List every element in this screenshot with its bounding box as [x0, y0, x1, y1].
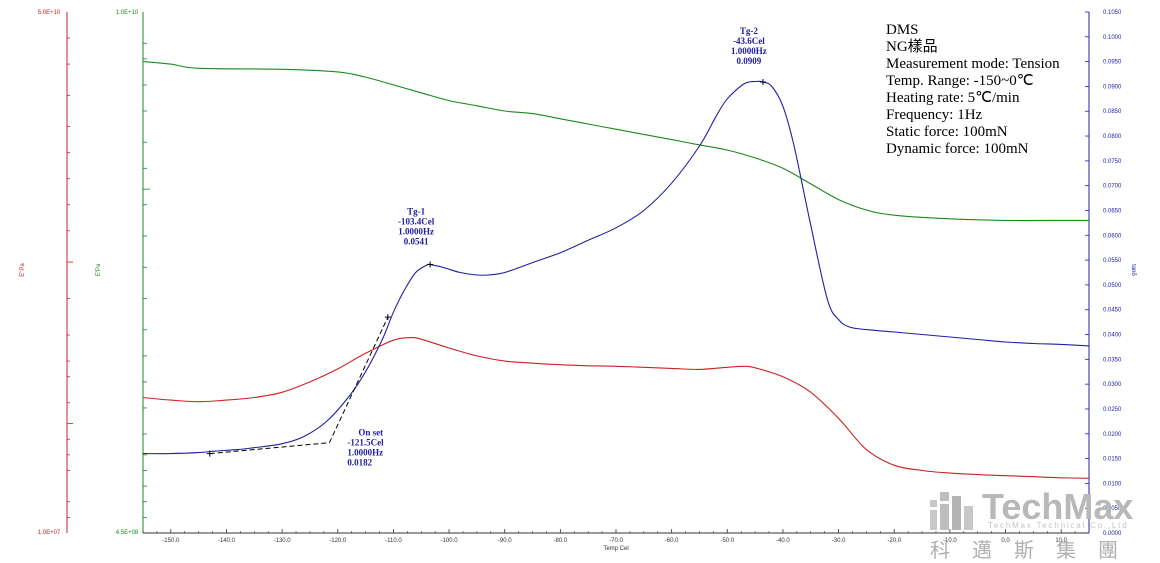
- right-axis-tick-label: 0.0800: [1103, 134, 1122, 140]
- annotation-label: 0.0909: [737, 56, 762, 66]
- x-axis-tick-label: -80.0: [554, 538, 568, 544]
- point-marker: [206, 450, 213, 457]
- red-axis-top-label: 5.0E+10: [38, 10, 61, 16]
- info-line: Frequency: 1Hz: [886, 107, 983, 123]
- techmax-logo: TechMax TechMax Technical Co.,Ltd 科邁斯集團: [930, 486, 1158, 562]
- info-line: Measurement mode: Tension: [886, 56, 1060, 72]
- right-axis-tick-label: 0.0350: [1103, 357, 1122, 363]
- right-axis-tick-label: 0.0650: [1103, 208, 1122, 214]
- x-axis-tick-label: 10.0: [1055, 538, 1067, 544]
- annotation-label: 1.0000Hz: [347, 448, 383, 458]
- info-line: DMS: [886, 22, 919, 38]
- x-axis-title: Temp Cel: [603, 546, 628, 552]
- annotation-label: 0.0541: [404, 237, 429, 247]
- storage-modulus-line: [142, 60, 1089, 222]
- logo-mark-icon: [930, 492, 973, 530]
- right-axis-tick-label: 0.0100: [1103, 481, 1122, 487]
- right-axis-tick-label: 0.0850: [1103, 109, 1122, 115]
- right-axis-tick-label: 0.0600: [1103, 233, 1122, 239]
- x-axis-tick-label: -50.0: [720, 538, 734, 544]
- x-axis-tick-label: -40.0: [776, 538, 790, 544]
- right-axis-tick-label: 0.1000: [1103, 35, 1122, 41]
- info-line: NG樣品: [886, 39, 938, 55]
- x-axis-tick-label: -140.0: [218, 538, 236, 544]
- annotation-label: Tg-2: [740, 26, 759, 36]
- loss-modulus-line: [142, 337, 1090, 479]
- right-axis-tick-label: 0.1050: [1103, 10, 1122, 16]
- info-line: Temp. Range: -150~0℃: [886, 73, 1034, 89]
- x-axis-tick-label: -110.0: [385, 538, 402, 544]
- right-axis-tick-label: 0.0300: [1103, 382, 1122, 388]
- annotation-label: On set: [358, 428, 383, 438]
- x-axis-tick-label: -30.0: [832, 538, 846, 544]
- annotation-label: 0.0182: [347, 458, 372, 468]
- annotation-label: -121.5Cel: [347, 438, 384, 448]
- x-axis-tick-label: -150.0: [162, 538, 180, 544]
- right-axis-tick-label: 0.0950: [1103, 60, 1122, 66]
- right-axis-tick-label: 0.0900: [1103, 84, 1122, 90]
- right-axis-tick-label: 0.0550: [1103, 258, 1122, 264]
- green-axis-top-label: 1.0E+10: [116, 10, 139, 16]
- x-axis-tick-label: -20.0: [887, 538, 901, 544]
- annotation-label: 1.0000Hz: [731, 46, 767, 56]
- green-axis-bottom-label: 4.5E+08: [116, 530, 139, 536]
- right-axis-title: tanδ: [1130, 264, 1136, 276]
- x-axis-tick-label: -90.0: [498, 538, 512, 544]
- x-axis-tick-label: -120.0: [329, 538, 347, 544]
- point-marker: [759, 78, 766, 85]
- info-line: Heating rate: 5℃/min: [886, 90, 1020, 106]
- annotation-label: -103.4Cel: [398, 217, 435, 227]
- onset-tangent-line: [209, 316, 389, 455]
- right-axis-tick-label: 0.0150: [1103, 457, 1122, 463]
- tan-delta-line: [142, 80, 1090, 455]
- right-axis-tick-label: 0.0250: [1103, 407, 1122, 413]
- point-marker: [384, 314, 391, 321]
- info-line: Dynamic force: 100mN: [886, 141, 1029, 157]
- logo-chinese: 科邁斯集團: [930, 538, 1140, 562]
- annotation-label: Tg-1: [407, 207, 426, 217]
- logo-name: TechMax: [982, 486, 1134, 527]
- measurement-info-box: DMS NG樣品 Measurement mode: Tension Temp.…: [886, 22, 1060, 158]
- right-axis-tick-label: 0.0200: [1103, 432, 1122, 438]
- x-axis-tick-label: -10.0: [943, 538, 957, 544]
- right-axis-tick-label: 0.0450: [1103, 308, 1122, 314]
- point-marker: [427, 261, 434, 268]
- info-line: Static force: 100mN: [886, 124, 1008, 140]
- green-axis-title: E'Pa: [96, 263, 102, 276]
- right-axis-tick-label: 0.0500: [1103, 283, 1122, 289]
- red-axis-bottom-label: 1.0E+07: [38, 530, 61, 536]
- logo-subtitle: TechMax Technical Co.,Ltd: [988, 521, 1129, 530]
- x-axis-tick-label: -130.0: [274, 538, 292, 544]
- x-axis-tick-label: -70.0: [609, 538, 623, 544]
- x-axis-tick-label: -100.0: [441, 538, 459, 544]
- right-axis-tick-label: 0.0000: [1103, 531, 1122, 537]
- right-axis-tick-label: 0.0700: [1103, 184, 1122, 190]
- annotation-label: 1.0000Hz: [398, 227, 434, 237]
- right-axis-tick-label: 0.0050: [1103, 506, 1122, 512]
- right-axis-tick-label: 0.0400: [1103, 333, 1122, 339]
- x-axis-tick-label: 0.0: [1001, 538, 1010, 544]
- right-axis-tick-label: 0.0750: [1103, 159, 1122, 165]
- annotation-label: -43.6Cel: [733, 36, 765, 46]
- x-axis-tick-label: -60.0: [665, 538, 679, 544]
- red-axis-title: E"Pa: [20, 263, 26, 277]
